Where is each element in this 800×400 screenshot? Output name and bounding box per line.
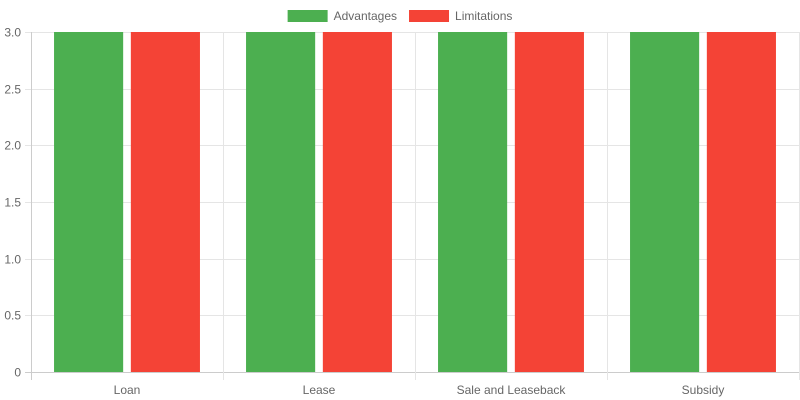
bar-limitations-sale-and-leaseback[interactable] (514, 32, 584, 372)
legend-swatch (287, 10, 328, 22)
bar-limitations-loan[interactable] (130, 32, 200, 372)
legend-label: Advantages (334, 9, 397, 23)
y-tick-label: 2.0 (4, 139, 21, 153)
legend-label: Limitations (455, 9, 512, 23)
legend-item-advantages[interactable]: Advantages (287, 9, 397, 23)
y-tick-label: 3.0 (4, 26, 21, 40)
x-tick-label: Lease (303, 383, 336, 397)
legend-item-limitations[interactable]: Limitations (409, 9, 512, 23)
y-tick-label: 0.5 (4, 309, 21, 323)
y-tick-label: 0 (14, 366, 21, 380)
bar-advantages-sale-and-leaseback[interactable] (438, 32, 508, 372)
y-tick-label: 1.0 (4, 253, 21, 267)
bar-advantages-lease[interactable] (246, 32, 316, 372)
x-tick-label: Subsidy (682, 383, 725, 397)
bar-advantages-subsidy[interactable] (630, 32, 700, 372)
y-tick-label: 2.5 (4, 83, 21, 97)
axes: 0 0.5 1.0 1.5 2.0 2.5 3.0 Loan Lease Sale and Lea… (4, 26, 724, 398)
bar-limitations-lease[interactable] (322, 32, 392, 372)
legend-swatch (409, 10, 450, 22)
bars (54, 32, 776, 372)
x-tick-label: Loan (114, 383, 141, 397)
bar-limitations-subsidy[interactable] (706, 32, 776, 372)
y-tick-label: 1.5 (4, 196, 21, 210)
legend[interactable]: Advantages Limitations (287, 9, 513, 23)
bar-advantages-loan[interactable] (54, 32, 124, 372)
x-tick-label: Sale and Leaseback (457, 383, 567, 397)
